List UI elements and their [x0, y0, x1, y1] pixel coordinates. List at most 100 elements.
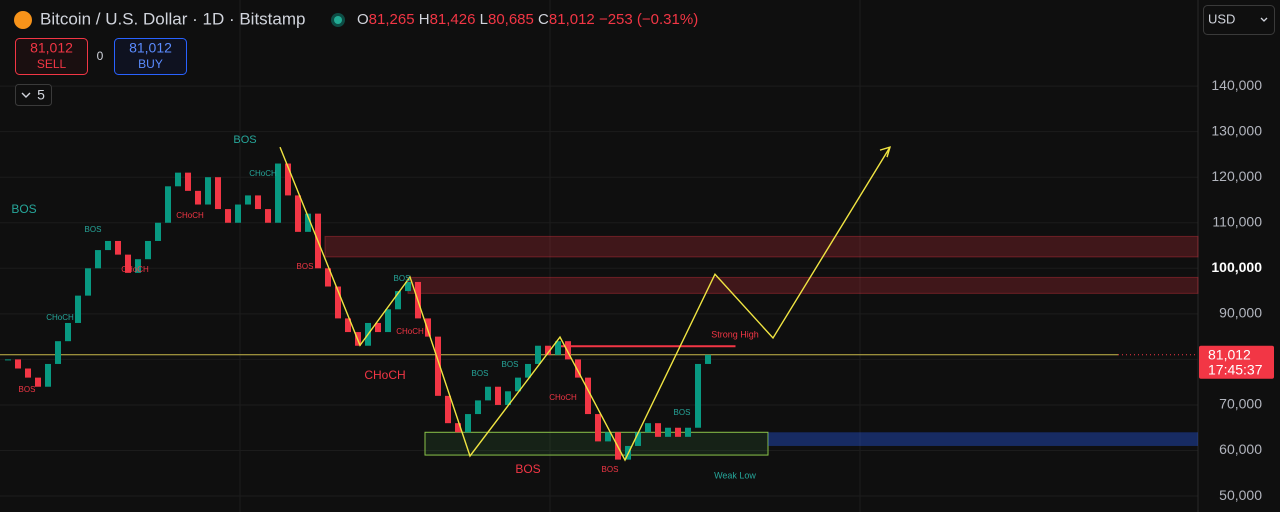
ohlc-label: H [419, 11, 430, 28]
candle [685, 427, 691, 437]
bitcoin-icon [14, 11, 32, 29]
y-tick-label: 70,000 [1219, 396, 1262, 412]
candle [575, 359, 581, 378]
annotation: CHoCH [249, 169, 277, 178]
y-tick-label: 130,000 [1211, 122, 1262, 138]
candle [395, 291, 401, 310]
annotation: CHoCH [121, 265, 149, 274]
candle [545, 345, 551, 355]
candle [5, 359, 11, 361]
ohlc-value: 81,012 [549, 11, 595, 28]
sell-price[interactable]: 81,012 [30, 40, 73, 56]
candle [675, 427, 681, 437]
candle [85, 268, 91, 296]
sell-box[interactable] [15, 38, 88, 75]
candle [515, 377, 521, 392]
candle [215, 177, 221, 210]
price-axis: 50,00060,00070,00080,00090,000100,000110… [1199, 77, 1274, 503]
buy-label[interactable]: BUY [138, 57, 163, 71]
annotation: BOS [674, 408, 691, 417]
candle [35, 377, 41, 387]
countdown: 17:45:37 [1208, 361, 1263, 377]
candle [25, 368, 31, 378]
y-tick-label: 50,000 [1219, 487, 1262, 503]
annotations: BOS BOS CHoCH BOS Strong High Weak Low BOS CHoC… [11, 134, 758, 480]
candle [55, 341, 61, 364]
candle [15, 359, 21, 369]
candle [155, 222, 161, 241]
ohlc-value: 80,685 [488, 11, 534, 28]
sell-label[interactable]: SELL [37, 57, 67, 71]
ohlc-value: 81,265 [369, 11, 415, 28]
sell-button[interactable]: 81,012 SELL [15, 38, 88, 75]
candle [595, 414, 601, 442]
candle [535, 345, 541, 364]
candle [285, 163, 291, 196]
candle [435, 336, 441, 396]
currency-box[interactable] [1203, 5, 1275, 35]
candle [645, 423, 651, 433]
annotation: BOS [502, 360, 519, 369]
candle [325, 268, 331, 287]
candle [105, 240, 111, 251]
candle [375, 322, 381, 333]
y-tick-label: 90,000 [1219, 305, 1262, 321]
annotation: CHoCH [46, 313, 74, 322]
buy-price[interactable]: 81,012 [129, 40, 172, 56]
indicator-toggle[interactable]: 5 [15, 84, 52, 106]
annotation: Strong High [711, 329, 759, 339]
currency-select[interactable]: USD [1203, 5, 1275, 35]
status-dot [334, 16, 342, 24]
projection-path [279, 146, 891, 462]
last-price-label: 81,012 [1208, 346, 1251, 362]
grid [0, 0, 1198, 512]
candle [475, 400, 481, 415]
y-tick-label: 60,000 [1219, 441, 1262, 457]
chevron [1260, 17, 1268, 22]
annotation: BOS [515, 462, 540, 476]
candle [335, 286, 341, 319]
candle [255, 195, 261, 210]
candle [95, 250, 101, 269]
buy-button[interactable]: 81,012 BUY [114, 38, 187, 75]
candle [265, 209, 271, 223]
candle [485, 386, 491, 401]
annotation: CHoCH [396, 327, 424, 336]
last-price-box [1199, 345, 1274, 379]
candle [465, 414, 471, 433]
candle [525, 363, 531, 378]
candle [65, 322, 71, 342]
candle [505, 391, 511, 405]
currency[interactable]: USD [1208, 11, 1235, 26]
candle [705, 354, 711, 364]
candle [555, 341, 561, 355]
symbol-title: Bitcoin / U.S. Dollar · 1D · Bitstamp [40, 9, 305, 28]
candle [125, 254, 131, 273]
buy-box[interactable] [114, 38, 187, 75]
price-change: −253 (−0.31%) [599, 11, 698, 28]
candle [165, 186, 171, 223]
zone [407, 276, 1199, 294]
annotation: CHoCH [549, 393, 577, 402]
candle [695, 363, 701, 428]
annotation: BOS [233, 134, 256, 146]
annotation: BOS [85, 225, 102, 234]
indicator-count[interactable]: 5 [37, 87, 45, 103]
annotation: BOS [472, 369, 489, 378]
annotation: BOS [19, 385, 36, 394]
indicator-box[interactable] [15, 84, 52, 106]
candle [195, 190, 201, 205]
candle [495, 386, 501, 405]
candle [425, 318, 431, 337]
candle [115, 240, 121, 255]
y-tick-label: 120,000 [1211, 168, 1262, 184]
annotation: Weak Low [714, 470, 756, 480]
annotation: BOS [11, 202, 36, 216]
candle [655, 423, 661, 437]
candle [605, 432, 611, 442]
candle [445, 395, 451, 424]
projection [279, 146, 892, 462]
candle [295, 195, 301, 232]
